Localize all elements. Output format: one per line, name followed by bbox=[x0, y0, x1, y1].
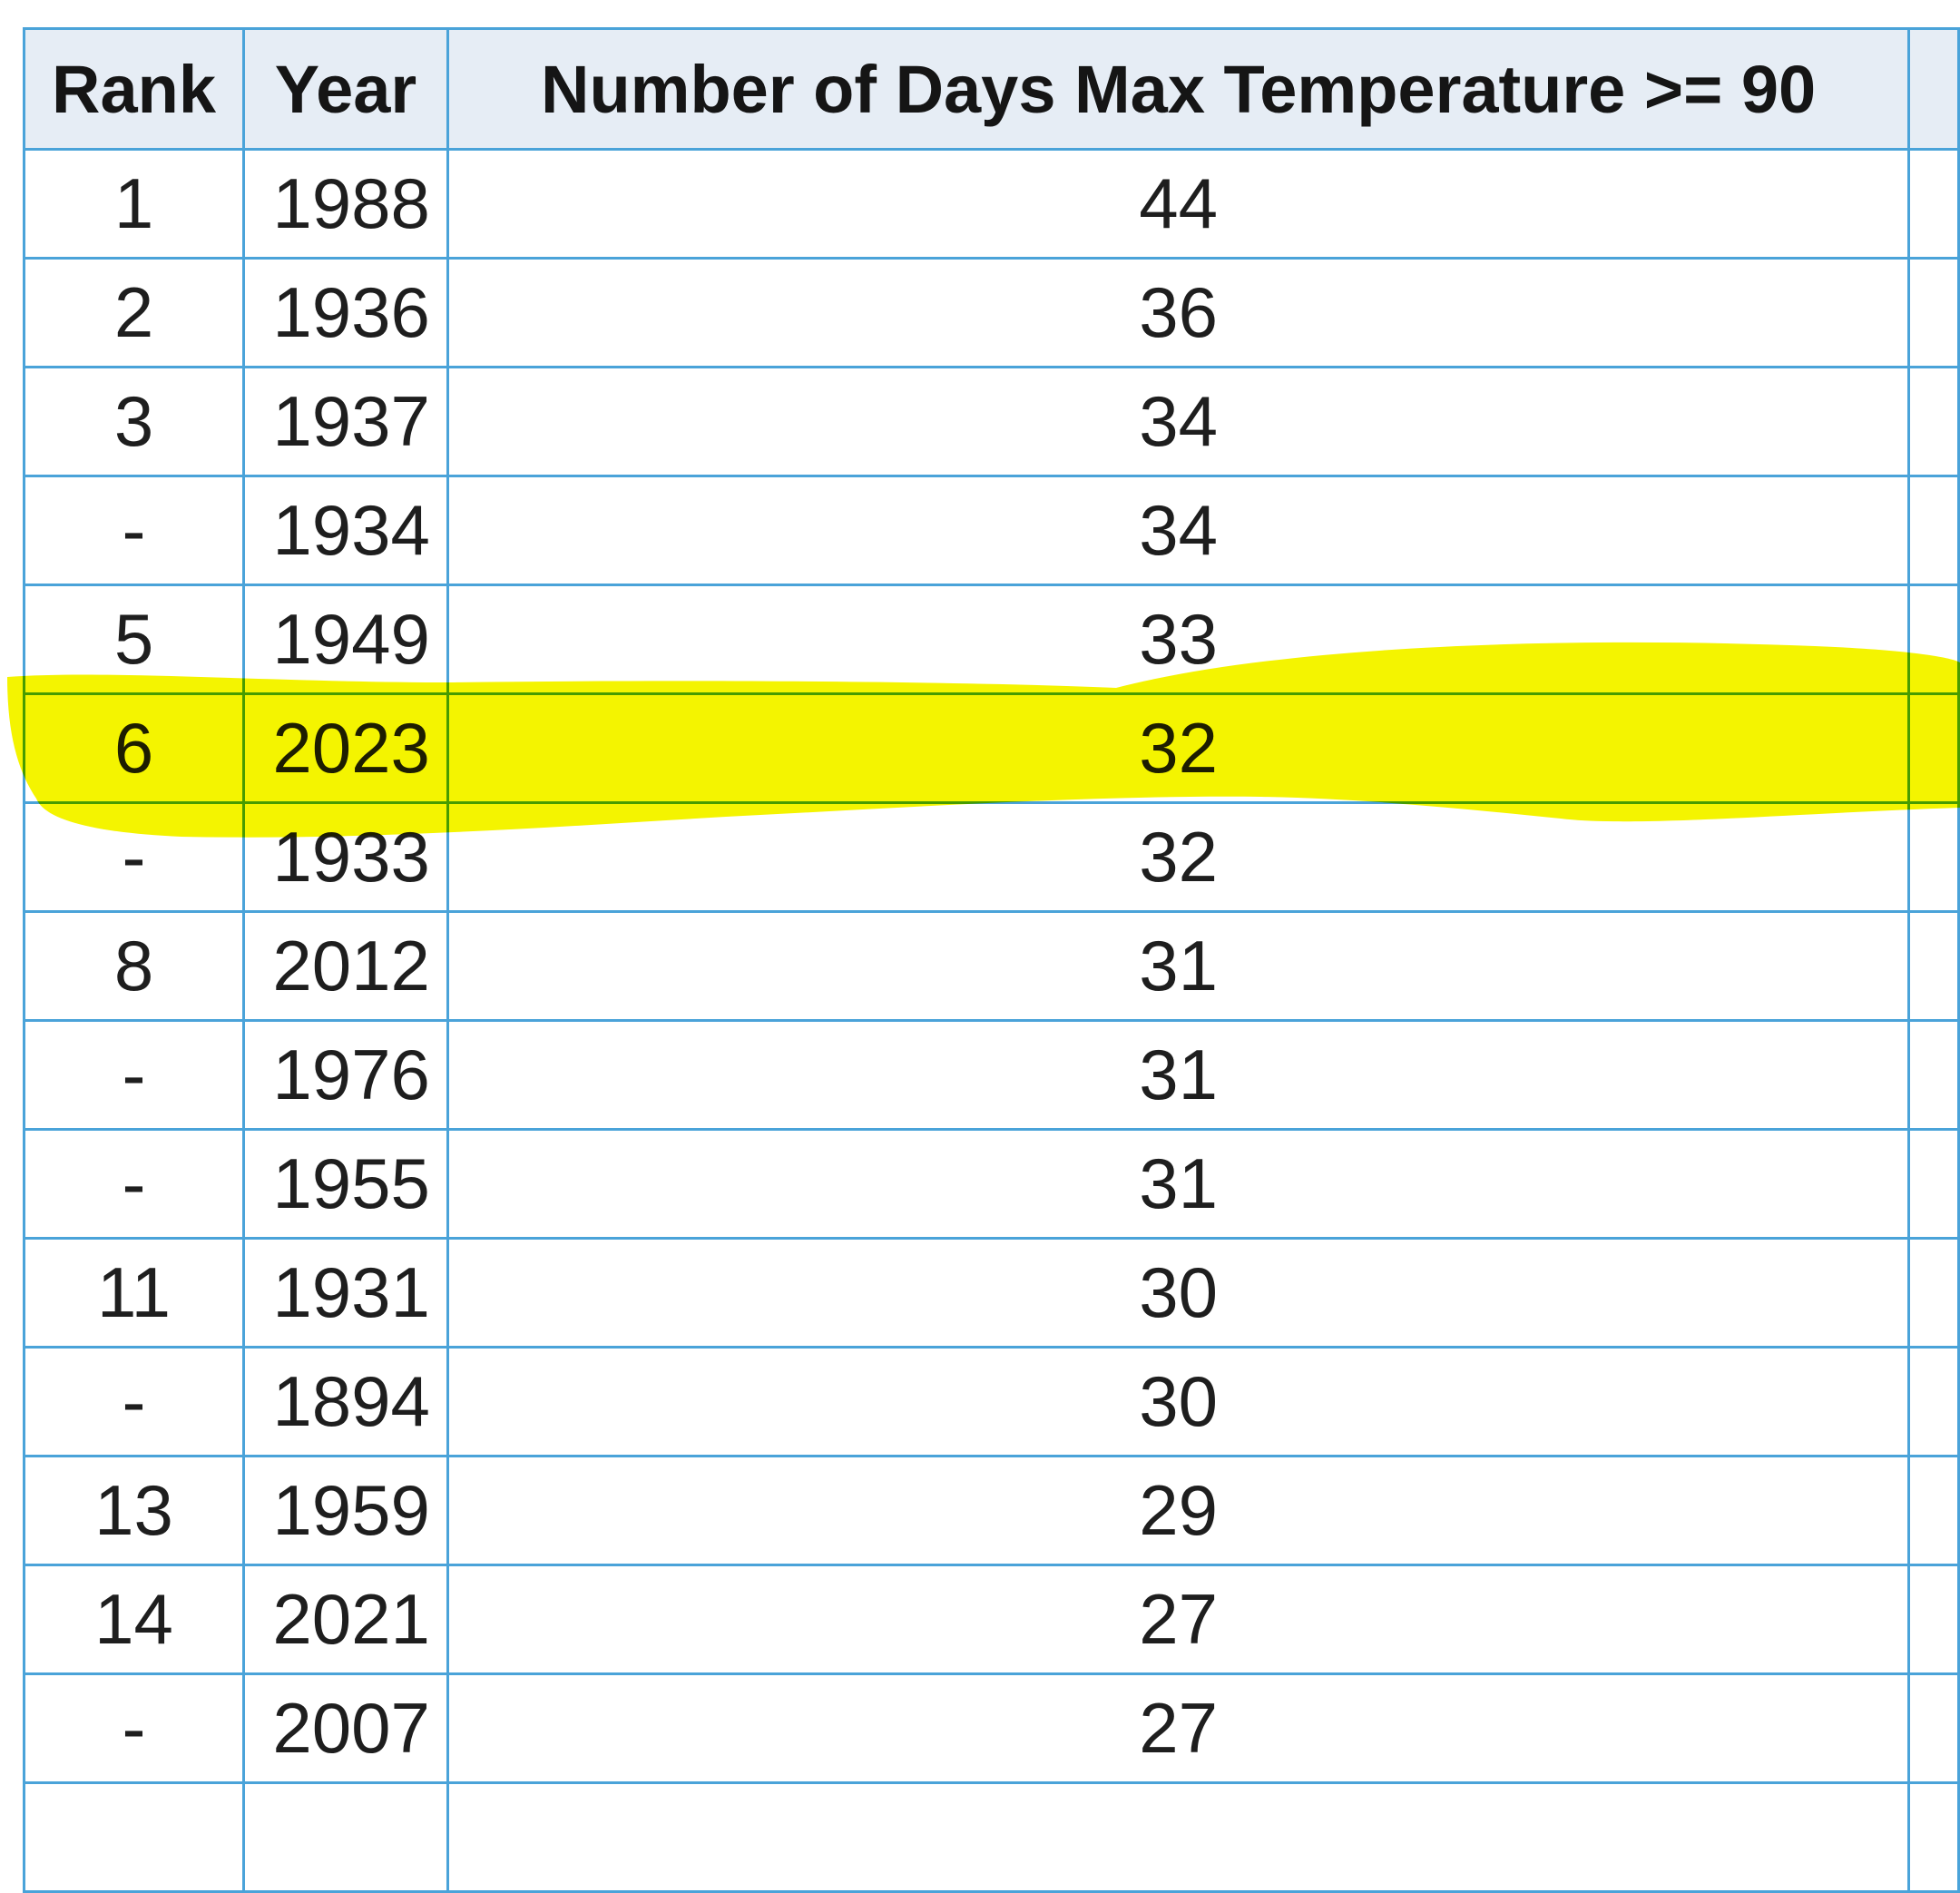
table-row: 1 1988 44 bbox=[22, 148, 1960, 260]
table-row: 11 1931 30 bbox=[22, 1237, 1960, 1349]
rank-cell: - bbox=[22, 1346, 246, 1457]
year-cell: 2007 bbox=[242, 1672, 449, 1784]
header-cell-edge bbox=[1907, 27, 1960, 151]
days-cell: 34 bbox=[446, 475, 1911, 586]
days-cell: 29 bbox=[446, 1455, 1911, 1566]
table-row: 8 2012 31 bbox=[22, 910, 1960, 1022]
rank-cell: 2 bbox=[22, 257, 246, 368]
table-row: 3 1937 34 bbox=[22, 366, 1960, 477]
table-row: 2 1936 36 bbox=[22, 257, 1960, 368]
header-row: Rank Year Number of Days Max Temperature >… bbox=[22, 27, 1960, 151]
days-cell: 30 bbox=[446, 1237, 1911, 1349]
rank-cell: 1 bbox=[22, 148, 246, 260]
rank-cell: 14 bbox=[22, 1564, 246, 1675]
column-header: Rank bbox=[22, 27, 246, 151]
rank-cell: 8 bbox=[22, 910, 246, 1022]
rank-cell: 6 bbox=[22, 692, 246, 804]
rank-cell: - bbox=[22, 1019, 246, 1131]
row-edge bbox=[1907, 366, 1960, 477]
year-cell: 1959 bbox=[242, 1455, 449, 1566]
days-cell: 30 bbox=[446, 1346, 1911, 1457]
table-row: 6 2023 32 bbox=[22, 692, 1960, 804]
days-cell: 31 bbox=[446, 1128, 1911, 1240]
year-cell: 1976 bbox=[242, 1019, 449, 1131]
days-cell: 27 bbox=[446, 1672, 1911, 1784]
row-edge bbox=[1907, 475, 1960, 586]
empty-cell bbox=[1907, 1781, 1960, 1893]
rank-cell: 3 bbox=[22, 366, 246, 477]
table-row: 14 2021 27 bbox=[22, 1564, 1960, 1675]
year-cell: 2012 bbox=[242, 910, 449, 1022]
year-cell: 1934 bbox=[242, 475, 449, 586]
days-cell: 32 bbox=[446, 801, 1911, 913]
row-edge bbox=[1907, 1564, 1960, 1675]
page: Rank Year Number of Days Max Temperature >… bbox=[7, 27, 1960, 1893]
table-row-partial bbox=[22, 1781, 1960, 1893]
year-cell: 1933 bbox=[242, 801, 449, 913]
column-header: Year bbox=[242, 27, 449, 151]
year-cell: 1894 bbox=[242, 1346, 449, 1457]
row-edge bbox=[1907, 584, 1960, 695]
column-header: Number of Days Max Temperature >= 90 bbox=[446, 27, 1911, 151]
empty-cell bbox=[22, 1781, 246, 1893]
row-edge bbox=[1907, 148, 1960, 260]
days-cell: 32 bbox=[446, 692, 1911, 804]
table-row: 13 1959 29 bbox=[22, 1455, 1960, 1566]
rank-cell: - bbox=[22, 1672, 246, 1784]
table-row: 5 1949 33 bbox=[22, 584, 1960, 695]
year-cell: 2021 bbox=[242, 1564, 449, 1675]
row-edge bbox=[1907, 910, 1960, 1022]
year-cell: 1949 bbox=[242, 584, 449, 695]
year-cell: 2023 bbox=[242, 692, 449, 804]
row-edge bbox=[1907, 692, 1960, 804]
days-cell: 33 bbox=[446, 584, 1911, 695]
row-edge bbox=[1907, 1455, 1960, 1566]
days-cell: 27 bbox=[446, 1564, 1911, 1675]
row-edge bbox=[1907, 1672, 1960, 1784]
days-cell: 44 bbox=[446, 148, 1911, 260]
row-edge bbox=[1907, 1019, 1960, 1131]
table-row: -1976 31 bbox=[22, 1019, 1960, 1131]
year-cell: 1937 bbox=[242, 366, 449, 477]
days-cell: 31 bbox=[446, 1019, 1911, 1131]
empty-cell bbox=[446, 1781, 1911, 1893]
table-row: -1933 32 bbox=[22, 801, 1960, 913]
rank-cell: - bbox=[22, 801, 246, 913]
table-row: -1894 30 bbox=[22, 1346, 1960, 1457]
year-cell: 1955 bbox=[242, 1128, 449, 1240]
year-cell: 1988 bbox=[242, 148, 449, 260]
row-edge bbox=[1907, 801, 1960, 913]
table-row: -2007 27 bbox=[22, 1672, 1960, 1784]
days-cell: 31 bbox=[446, 910, 1911, 1022]
year-cell: 1931 bbox=[242, 1237, 449, 1349]
rank-cell: - bbox=[22, 1128, 246, 1240]
table-row: -1934 34 bbox=[22, 475, 1960, 586]
row-edge bbox=[1907, 1128, 1960, 1240]
rank-table: Rank Year Number of Days Max Temperature >… bbox=[22, 27, 1960, 1893]
empty-cell bbox=[242, 1781, 449, 1893]
table-body: 1 1988 44 2 1936 36 3 1937 34-1934 34 5 1949 33 6 2023… bbox=[22, 148, 1960, 1893]
days-cell: 34 bbox=[446, 366, 1911, 477]
row-edge bbox=[1907, 257, 1960, 368]
days-cell: 36 bbox=[446, 257, 1911, 368]
row-edge bbox=[1907, 1237, 1960, 1349]
rank-cell: 13 bbox=[22, 1455, 246, 1566]
rank-cell: - bbox=[22, 475, 246, 586]
rank-cell: 5 bbox=[22, 584, 246, 695]
row-edge bbox=[1907, 1346, 1960, 1457]
table-row: -1955 31 bbox=[22, 1128, 1960, 1240]
rank-cell: 11 bbox=[22, 1237, 246, 1349]
year-cell: 1936 bbox=[242, 257, 449, 368]
